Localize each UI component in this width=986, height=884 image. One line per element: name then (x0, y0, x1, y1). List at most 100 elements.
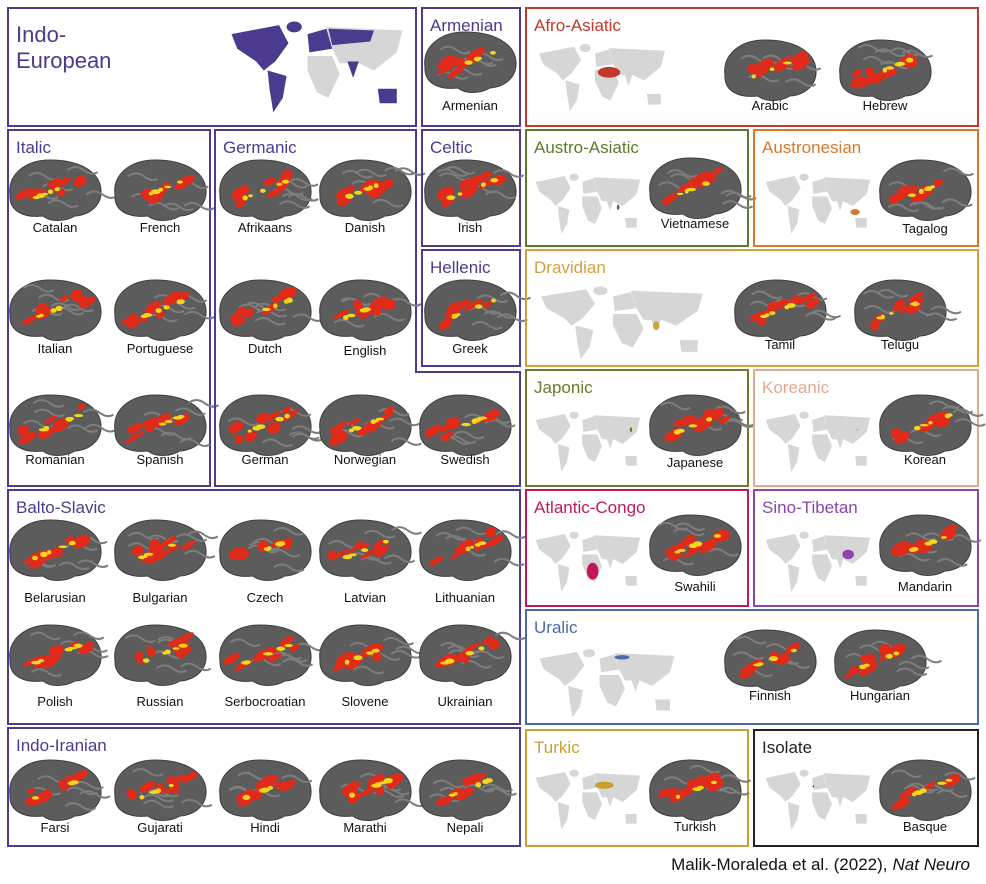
activation (18, 431, 37, 445)
activation (71, 769, 88, 782)
activation-peak (374, 782, 382, 788)
continent (625, 218, 637, 228)
activation (675, 541, 688, 551)
sulcus (227, 417, 259, 426)
sulcus (254, 316, 286, 326)
region-highlight (594, 781, 614, 789)
continent (823, 177, 871, 206)
sulcus (50, 302, 82, 311)
sulcus (494, 631, 526, 641)
activation (792, 57, 811, 71)
sulcus (673, 527, 705, 537)
continent (631, 290, 703, 326)
language-label: Basque (903, 819, 947, 834)
activation (146, 646, 156, 657)
activation-peak (907, 193, 916, 197)
activation (23, 315, 36, 325)
sulcus (804, 312, 837, 321)
language-label: Gujarati (137, 820, 183, 835)
activation (369, 296, 389, 311)
continent (765, 176, 801, 206)
sulcus (288, 431, 320, 440)
brain (734, 279, 842, 341)
language-label: Korean (904, 452, 946, 467)
activation (73, 534, 91, 549)
activation-peak (177, 415, 185, 419)
activation-peak (475, 782, 482, 788)
activation (149, 538, 161, 550)
sulcus (453, 430, 485, 440)
activation-peak (54, 187, 60, 192)
sulcus (390, 526, 423, 535)
activation (241, 795, 255, 806)
activation (361, 786, 375, 796)
activation (139, 417, 156, 428)
panel-title: Hellenic (430, 258, 491, 277)
activation-peak (757, 662, 764, 666)
brain (424, 279, 531, 341)
sulcus (281, 658, 314, 667)
language-label: Bulgarian (133, 590, 188, 605)
sulcus (721, 200, 754, 209)
sulcus (877, 288, 909, 298)
sulcus (287, 193, 319, 202)
sulcus (33, 408, 65, 418)
brain (879, 394, 986, 456)
language-label: Marathi (343, 820, 386, 835)
sulcus (659, 401, 691, 411)
activation (244, 430, 258, 442)
activation (919, 419, 938, 433)
continent (625, 814, 637, 824)
sulcus (249, 788, 281, 798)
activation (345, 185, 355, 194)
language-label: Irish (458, 220, 483, 235)
activation (897, 801, 906, 808)
panel-title: Germanic (223, 138, 297, 157)
panel-border (7, 129, 211, 487)
activation-peak (276, 646, 286, 651)
activation-peak (31, 660, 41, 665)
activation-peak (276, 182, 283, 186)
activation (436, 796, 448, 807)
language-label: Italian (38, 341, 73, 356)
activation-peak (705, 417, 713, 422)
activation-peak (675, 794, 681, 799)
panel-title: Austro-Asiatic (534, 138, 639, 157)
activation-peak (37, 314, 44, 318)
brain (854, 279, 962, 341)
activation-peak (880, 314, 885, 320)
continent (286, 21, 302, 33)
continent (347, 61, 359, 78)
activation (372, 539, 386, 548)
world-map (535, 769, 641, 830)
sulcus (84, 423, 117, 433)
brain (879, 159, 975, 221)
continent (613, 292, 637, 312)
activation-peak (344, 659, 350, 665)
activation (236, 789, 254, 801)
activation-peak (882, 67, 888, 73)
language-label: Ukrainian (438, 694, 493, 709)
brain (219, 279, 324, 341)
activation-peak (347, 313, 356, 318)
activation (681, 786, 694, 796)
activation (357, 422, 377, 436)
activation (897, 433, 906, 442)
brain (219, 159, 319, 221)
activation-peak (784, 305, 790, 310)
activation (17, 425, 30, 435)
sulcus (132, 768, 164, 777)
sulcus (155, 664, 187, 673)
sulcus (333, 318, 365, 328)
activation-peak (769, 656, 778, 662)
activation-peak (465, 650, 474, 656)
activation (906, 303, 922, 315)
continent (569, 769, 579, 777)
sulcus (269, 548, 301, 558)
sulcus (394, 798, 426, 807)
sulcus (142, 793, 174, 803)
continent (593, 177, 641, 206)
activation (125, 431, 145, 444)
sulcus (183, 310, 215, 320)
continent (812, 196, 832, 224)
